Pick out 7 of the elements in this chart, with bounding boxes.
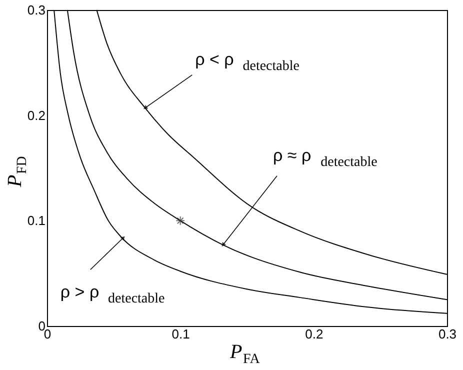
y-axis-title: PFD — [4, 156, 30, 188]
y-tick-label: 0.3 — [27, 2, 46, 18]
x-tick-label: 0.2 — [305, 326, 324, 342]
y-tick-label: 0.2 — [27, 108, 46, 123]
y-tick-label: 0.1 — [27, 213, 46, 228]
x-tick-label: 0.3 — [438, 326, 457, 342]
x-tick-label: 0.1 — [172, 326, 190, 342]
